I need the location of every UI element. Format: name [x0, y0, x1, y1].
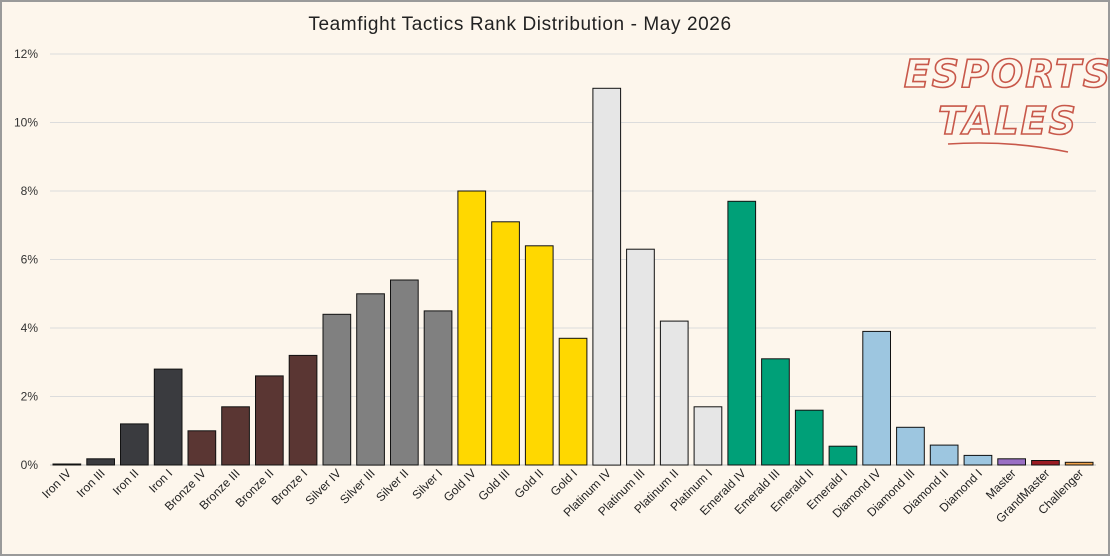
x-tick-label: Iron IV [39, 466, 74, 501]
bar-emerald-iv [727, 200, 757, 466]
bar-grandmaster [1031, 460, 1060, 466]
bar-iron-iv [52, 463, 82, 466]
y-axis-ticks: 0% 2% 4% 6% 8% 10% 12% [14, 47, 38, 472]
bar-emerald-ii [794, 409, 824, 466]
bar-diamond-i [963, 454, 993, 466]
logo-line-1: ESPORTS [904, 52, 1110, 96]
y-tick-label: 4% [21, 321, 39, 335]
bar-iron-iii [86, 458, 116, 466]
bar-bronze-iii [221, 406, 250, 466]
bar-platinum-i [693, 406, 723, 466]
bars [52, 87, 1094, 466]
bar-diamond-ii [929, 444, 959, 466]
x-tick-label: Silver III [337, 466, 378, 507]
x-tick-label: Iron II [110, 466, 142, 498]
bar-bronze-i [288, 354, 318, 466]
bar-emerald-i [828, 445, 858, 466]
x-tick-label: Silver II [373, 466, 411, 504]
x-tick-label: Iron III [74, 466, 108, 500]
x-tick-label: Gold IV [441, 466, 479, 504]
bar-platinum-iii [626, 248, 655, 466]
y-tick-label: 6% [21, 253, 39, 267]
bar-iron-ii [120, 423, 149, 466]
y-tick-label: 10% [14, 116, 38, 130]
bar-bronze-iv [187, 430, 217, 466]
bar-platinum-ii [659, 320, 689, 466]
bar-platinum-iv [592, 87, 622, 466]
bar-gold-i [558, 337, 588, 466]
y-tick-label: 0% [21, 458, 39, 472]
chart-title: Teamfight Tactics Rank Distribution - Ma… [308, 14, 731, 35]
x-tick-label: Bronze I [269, 466, 311, 508]
x-tick-label: Iron I [146, 466, 175, 495]
y-tick-label: 8% [21, 184, 39, 198]
logo-swoosh [947, 142, 1069, 153]
bar-iron-i [153, 368, 183, 466]
bar-gold-iii [491, 221, 520, 466]
bar-silver-iv [322, 313, 352, 466]
bar-silver-iii [356, 293, 385, 466]
bar-silver-ii [390, 279, 419, 466]
logo-line-2: TALES [938, 99, 1078, 143]
esports-tales-logo: ESPORTS TALES [903, 51, 1110, 153]
bar-bronze-ii [255, 375, 284, 466]
bar-emerald-iii [761, 358, 790, 466]
x-tick-label: Silver IV [302, 466, 343, 507]
bar-silver-i [423, 310, 453, 466]
y-tick-label: 2% [21, 390, 39, 404]
bar-diamond-iv [862, 330, 891, 466]
bar-gold-iv [457, 190, 487, 466]
x-tick-label: Gold III [475, 466, 512, 503]
x-tick-label: Silver I [409, 466, 445, 502]
x-tick-label: Gold II [511, 466, 546, 501]
bar-challenger [1064, 461, 1094, 466]
bar-diamond-iii [896, 426, 925, 466]
y-tick-label: 12% [14, 47, 38, 61]
bar-gold-ii [524, 245, 554, 466]
bar-master [997, 458, 1026, 466]
